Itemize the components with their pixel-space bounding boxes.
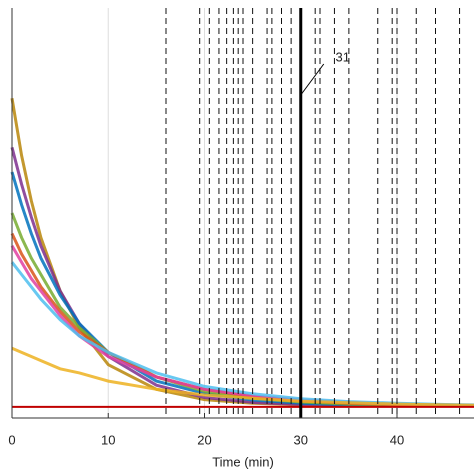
- curve: [11, 346, 474, 407]
- curve: [10, 147, 474, 408]
- annotation: 31: [336, 49, 350, 64]
- x-axis-label: Time (min): [212, 454, 274, 469]
- x-tick-label: 20: [197, 432, 211, 447]
- x-tick-label: 10: [101, 432, 115, 447]
- x-tick-label: 0: [8, 432, 15, 447]
- x-tick-label: 40: [390, 432, 404, 447]
- annotation-pointer: [300, 63, 325, 96]
- x-tick-label: 30: [294, 432, 308, 447]
